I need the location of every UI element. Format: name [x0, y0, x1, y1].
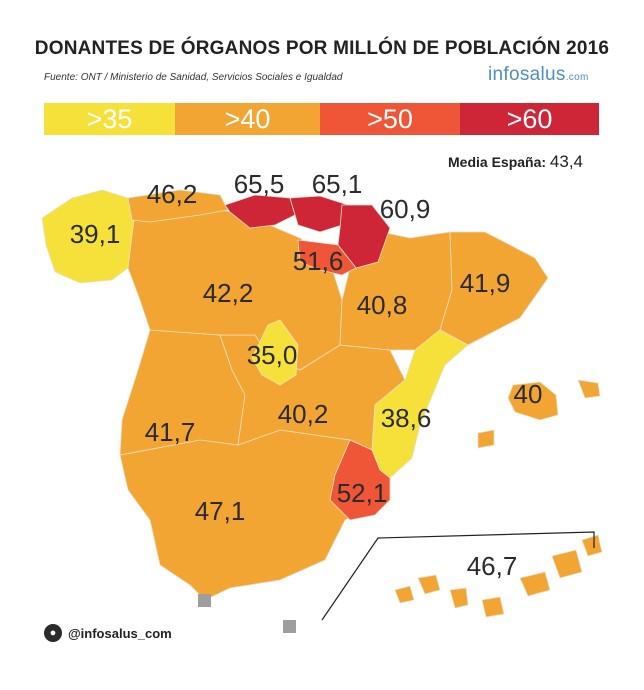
brand-tld: .com	[565, 72, 589, 83]
twitter-bird-icon[interactable]: ●	[44, 624, 62, 642]
value-canarias: 46,7	[467, 551, 518, 581]
value-pais-vasco: 65,1	[312, 169, 363, 199]
region-cantabria[interactable]	[224, 194, 296, 229]
region-cataluna[interactable]	[439, 231, 549, 346]
region-madrid[interactable]	[251, 319, 299, 386]
brand-name: infosalus	[488, 64, 566, 85]
value-navarra: 60,9	[380, 194, 431, 224]
value-castilla-y-leon: 42,2	[203, 278, 254, 308]
region-asturias[interactable]	[127, 189, 229, 223]
legend-item-35: >35	[44, 103, 175, 135]
region-navarra[interactable]	[337, 204, 391, 269]
ceuta-marker	[198, 594, 211, 607]
chart-title: DONANTES DE ÓRGANOS POR MILLÓN DE POBLAC…	[34, 38, 610, 59]
value-baleares: 40	[514, 379, 543, 409]
color-legend: >35 >40 >50 >60	[44, 103, 599, 135]
value-madrid: 35,0	[247, 340, 298, 370]
average-label: Media España:	[448, 154, 547, 170]
value-asturias: 46,2	[147, 179, 198, 209]
source-note: Fuente: ONT / Ministerio de Sanidad, Ser…	[44, 72, 343, 83]
value-la-rioja: 51,6	[293, 246, 344, 276]
legend-item-60: >60	[460, 103, 599, 135]
twitter-handle[interactable]: @infosalus_com	[68, 625, 172, 641]
value-comunidad-valenciana: 38,6	[381, 403, 432, 433]
region-andalucia[interactable]	[119, 429, 381, 601]
canarias-inset-frame	[321, 531, 595, 621]
legend-item-50: >50	[320, 103, 460, 135]
value-castilla-la-mancha: 40,2	[278, 399, 329, 429]
legend-item-40: >40	[175, 103, 320, 135]
region-la-rioja[interactable]	[297, 239, 357, 276]
region-murcia[interactable]	[329, 439, 391, 521]
value-cataluna: 41,9	[460, 268, 511, 298]
national-average: Media España: 43,4	[448, 152, 583, 172]
value-extremadura: 41,7	[145, 417, 196, 447]
region-galicia[interactable]	[41, 189, 136, 284]
footer: ● @infosalus_com	[44, 624, 172, 642]
region-comunidad-valenciana[interactable]	[371, 329, 469, 479]
brand-logo[interactable]: infosalus.com	[488, 64, 589, 86]
value-galicia: 39,1	[70, 219, 121, 249]
value-aragon: 40,8	[357, 290, 408, 320]
average-value: 43,4	[549, 152, 584, 171]
melilla-marker	[283, 620, 296, 633]
value-andalucia: 47,1	[195, 496, 246, 526]
value-cantabria: 65,5	[234, 169, 285, 199]
value-murcia: 52,1	[337, 478, 388, 508]
region-baleares[interactable]	[477, 379, 601, 449]
region-canarias[interactable]	[394, 534, 603, 618]
region-pais-vasco[interactable]	[289, 195, 349, 233]
